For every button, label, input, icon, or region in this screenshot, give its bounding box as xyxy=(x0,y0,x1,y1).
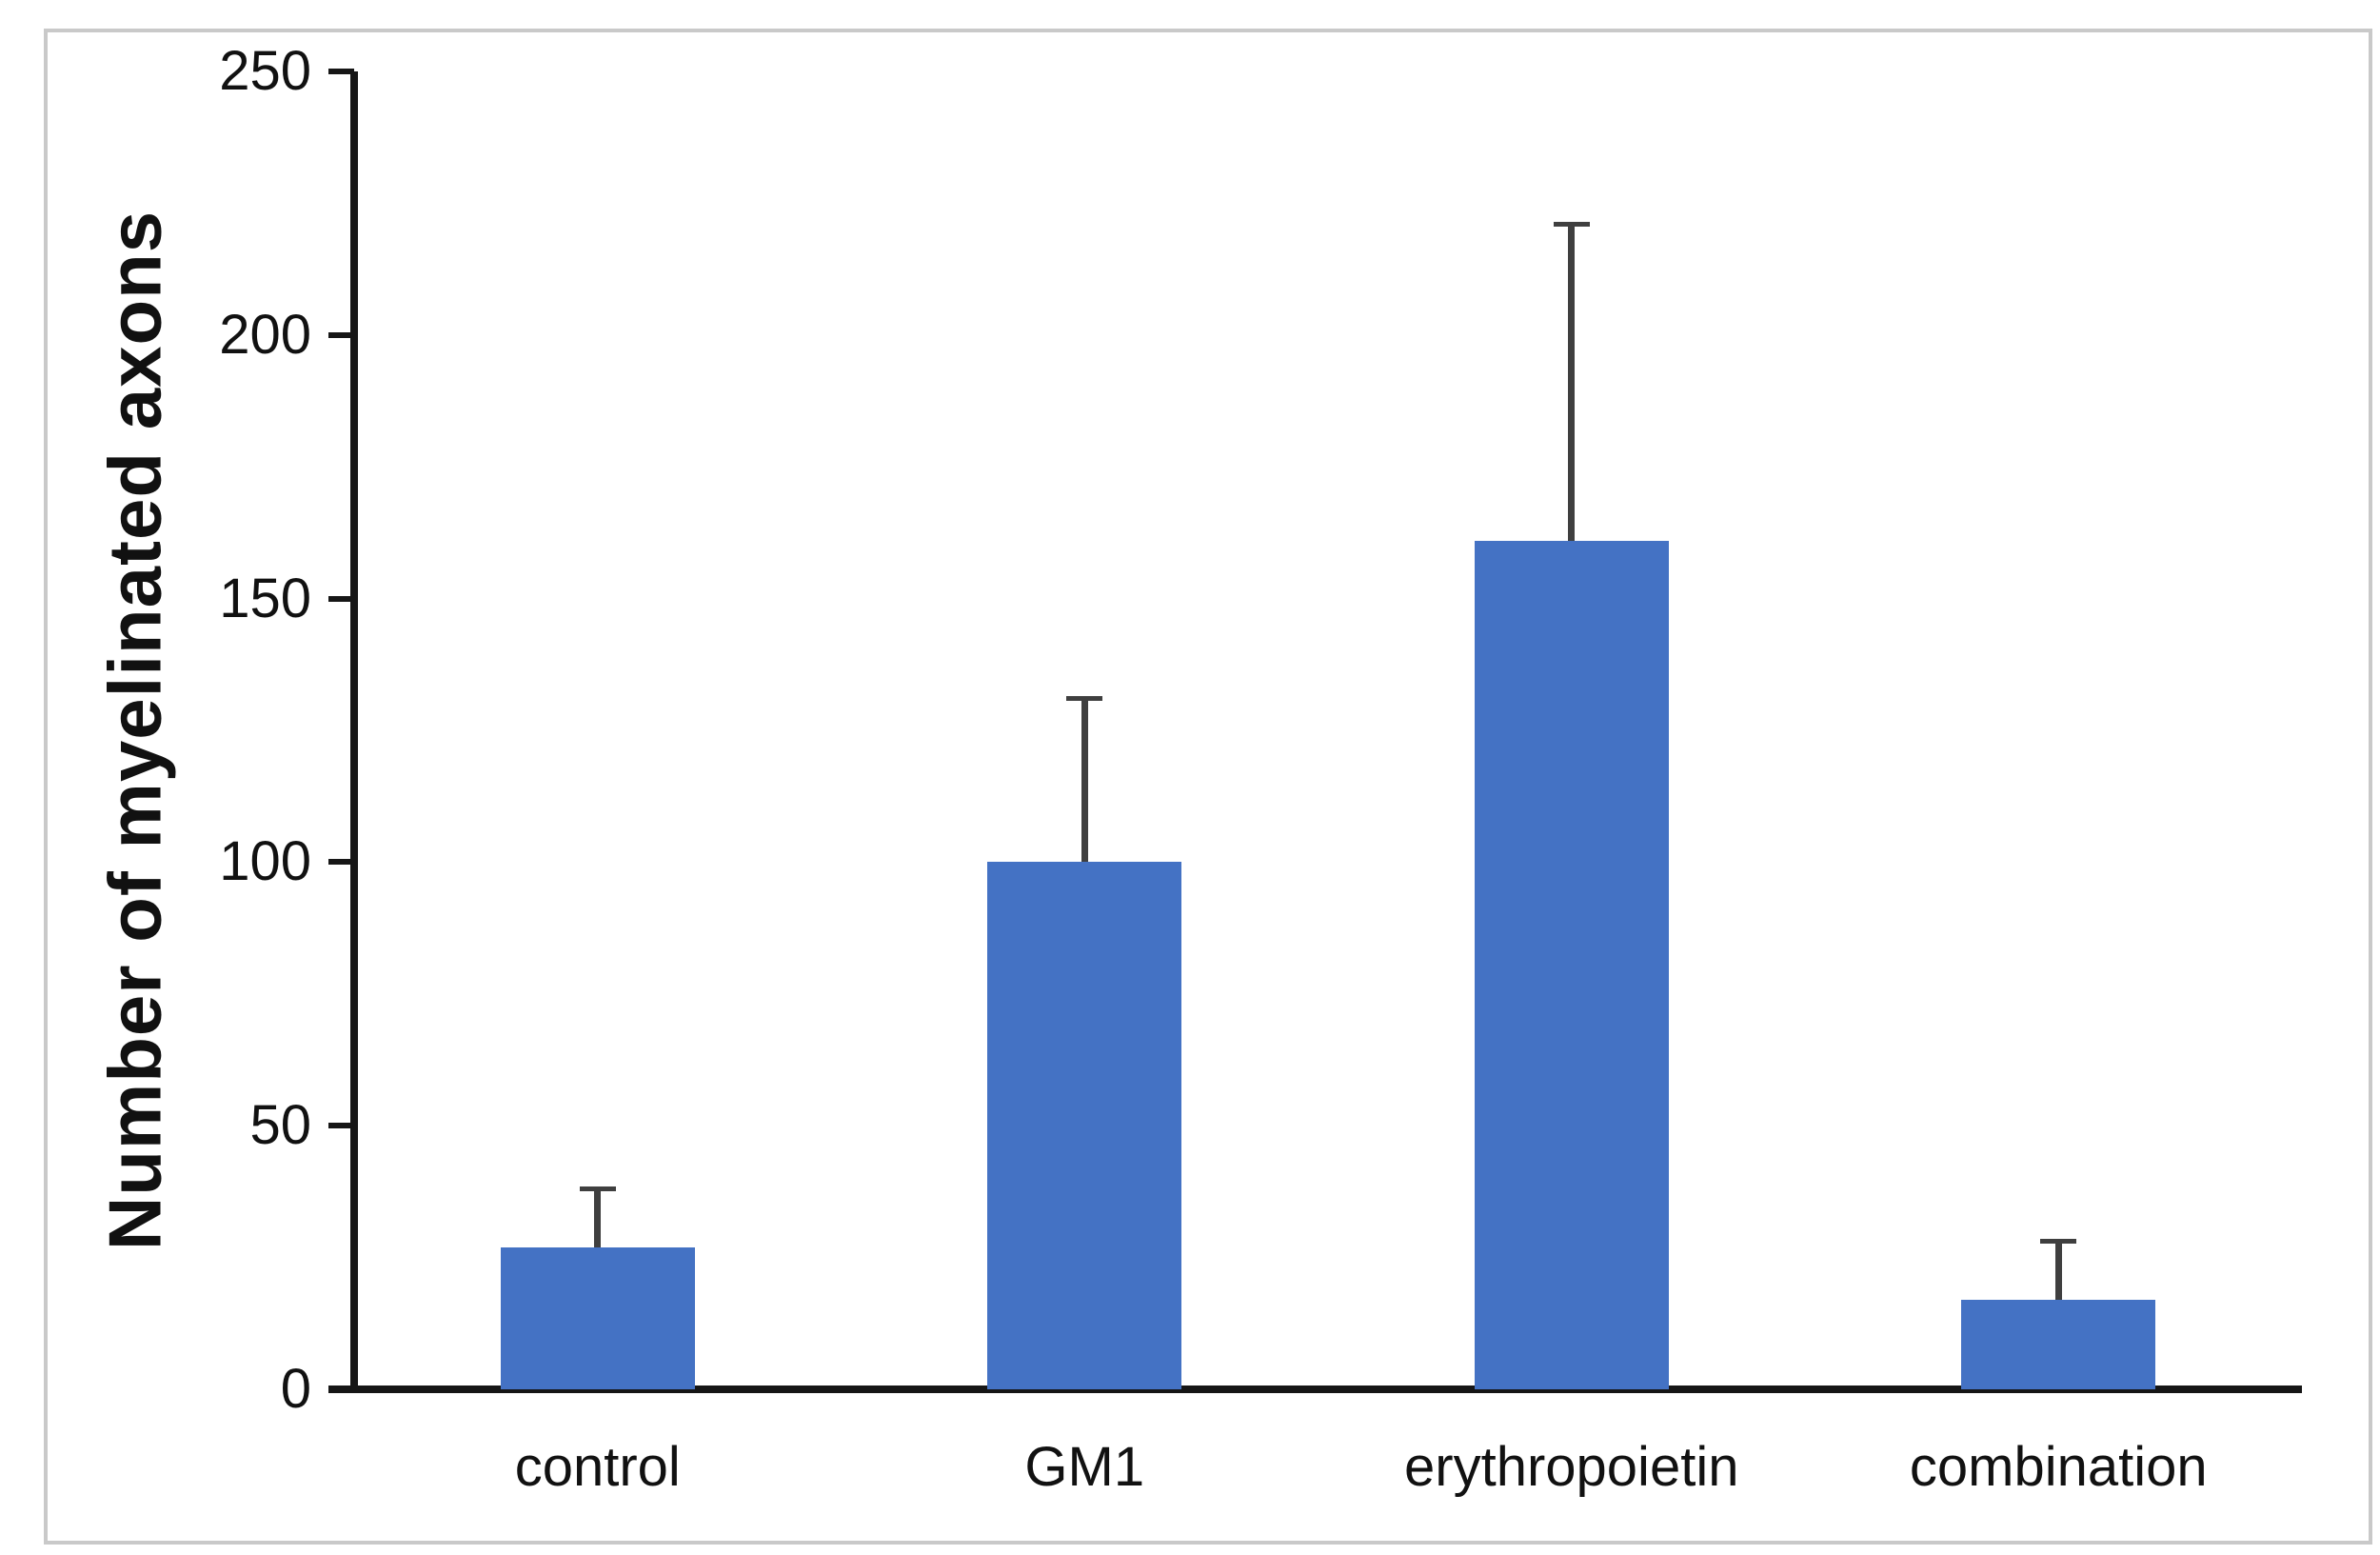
y-tick-label: 150 xyxy=(219,567,311,629)
y-tick-mark xyxy=(328,1123,354,1129)
y-tick-mark xyxy=(328,69,354,74)
x-category-label: erythropoietin xyxy=(1404,1436,1739,1498)
figure-frame xyxy=(44,29,2372,1545)
plot-area: 0 50 100 150 200 250 control GM1 erythropoietin c… xyxy=(219,40,2302,1498)
x-category-label: combination xyxy=(1909,1436,2208,1498)
y-tick-mark xyxy=(328,595,354,602)
error-bar-line xyxy=(1568,224,1576,541)
error-bar-cap xyxy=(2040,1239,2077,1244)
y-tick-label: 250 xyxy=(219,40,311,102)
error-bar-line xyxy=(594,1188,602,1247)
y-axis-line xyxy=(350,71,358,1393)
y-tick-mark xyxy=(328,331,354,338)
bar-GM1 xyxy=(987,862,1182,1389)
error-bar-cap xyxy=(1553,221,1590,227)
error-bar-cap xyxy=(579,1186,616,1191)
y-tick-mark xyxy=(328,859,354,866)
y-tick-label: 100 xyxy=(219,830,311,893)
bar-control xyxy=(500,1246,695,1389)
x-category-label: control xyxy=(514,1436,681,1498)
y-tick-label: 200 xyxy=(219,303,311,366)
x-axis-line xyxy=(328,1386,2302,1393)
error-bar-line xyxy=(2054,1242,2062,1300)
y-tick-label: 50 xyxy=(249,1094,311,1157)
x-category-label: GM1 xyxy=(1024,1436,1145,1498)
y-tick-label: 0 xyxy=(280,1358,311,1420)
error-bar-cap xyxy=(1066,695,1103,701)
bar-combination xyxy=(1961,1299,2156,1389)
bar-erythropoietin xyxy=(1474,540,1669,1389)
error-bar-line xyxy=(1081,698,1088,863)
